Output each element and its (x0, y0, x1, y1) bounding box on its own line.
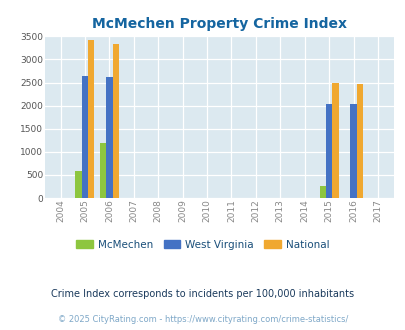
Bar (112, 44, 119, 198)
Bar (356, 84, 362, 198)
Text: Crime Index corresponds to incidents per 100,000 inhabitants: Crime Index corresponds to incidents per… (51, 289, 354, 299)
Bar (106, 78, 112, 198)
Title: McMechen Property Crime Index: McMechen Property Crime Index (92, 17, 346, 31)
Bar (350, 104, 356, 198)
Bar (100, 143, 106, 198)
Bar (319, 186, 325, 198)
Bar (331, 83, 338, 198)
Text: © 2025 CityRating.com - https://www.cityrating.com/crime-statistics/: © 2025 CityRating.com - https://www.city… (58, 315, 347, 324)
Legend: McMechen, West Virginia, National: McMechen, West Virginia, National (72, 236, 333, 254)
Bar (88, 40, 94, 198)
Bar (81, 77, 88, 198)
Bar (325, 104, 331, 198)
Bar (75, 171, 81, 198)
